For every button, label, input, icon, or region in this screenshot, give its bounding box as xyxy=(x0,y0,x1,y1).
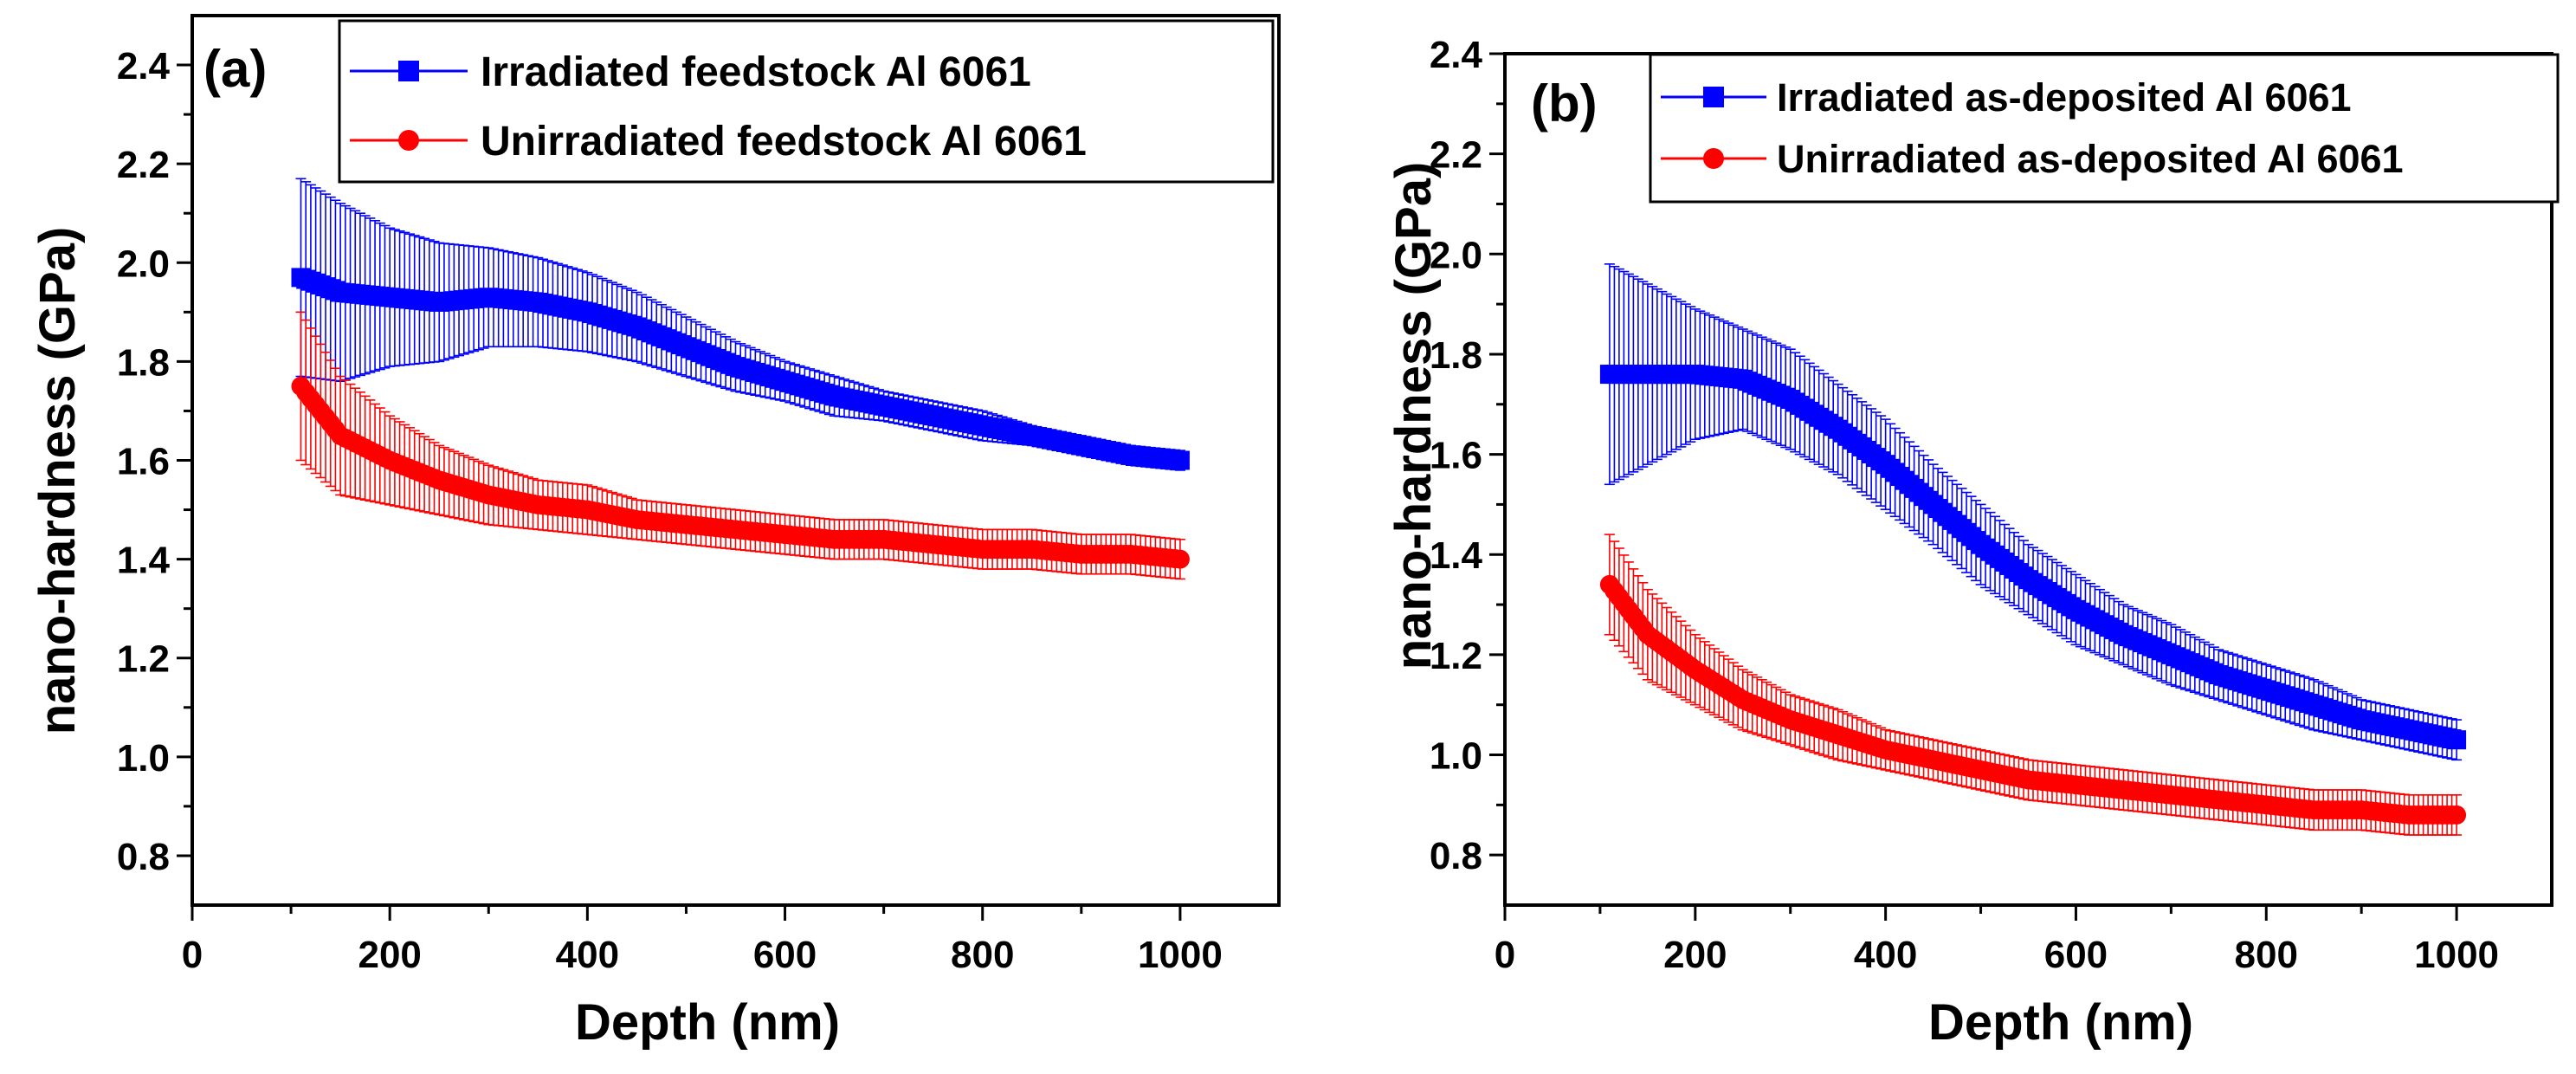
panel-b-x-tick-label: 200 xyxy=(1663,934,1727,976)
panel-a-legend-label-irradiated: Irradiated feedstock Al 6061 xyxy=(481,49,1031,95)
panel-b: 0 200 400 600 800 1000 0.8 1.0 1.2 1.4 1.6 1.8 2.0 2.… xyxy=(1385,34,2560,1051)
panel-a-data-point xyxy=(1170,450,1190,470)
panel-b-y-tick-label: 2.0 xyxy=(1430,234,1482,276)
panel-b-legend-label-irradiated: Irradiated as-deposited Al 6061 xyxy=(1777,75,2352,120)
panel-b-legend-marker-unirradiated xyxy=(1703,148,1724,169)
panel-b-x-tick-label: 600 xyxy=(2044,934,2108,976)
panel-a-y-tick-label: 2.4 xyxy=(117,45,171,87)
panel-b-y-tick-label: 0.8 xyxy=(1430,835,1482,877)
panel-b-legend-box xyxy=(1649,53,2560,204)
panel-a-legend: Irradiated feedstock Al 6061 Unirradiate… xyxy=(338,19,1275,184)
panel-b-x-tick-label: 0 xyxy=(1495,934,1515,976)
panel-a-series-unirradiated xyxy=(291,311,1190,580)
panel-b-x-tick-label: 1000 xyxy=(2414,934,2499,976)
panel-a-legend-box xyxy=(338,19,1275,184)
panel-b-series-unirradiated xyxy=(1599,534,2467,836)
panel-b-data-point xyxy=(2447,805,2467,825)
panel-a-y-tick-label: 1.2 xyxy=(117,638,170,681)
panel-b-legend-label-unirradiated: Unirradiated as-deposited Al 6061 xyxy=(1777,137,2404,181)
panel-a-label: (a) xyxy=(203,40,267,98)
panel-a: 0 200 400 600 800 1000 0.8 1.0 1.2 1.4 1.6 1.8 2.0 2.… xyxy=(29,14,1281,1051)
panel-a-x-axis-title: Depth (nm) xyxy=(575,994,840,1051)
panel-a-x-tick-label: 600 xyxy=(753,934,817,976)
panel-b-y-tick-label: 2.4 xyxy=(1430,34,1483,76)
panel-a-x-tick-label: 1000 xyxy=(1138,934,1223,976)
panel-b-y-tick-label: 1.8 xyxy=(1430,334,1482,377)
panel-a-y-tick-label: 1.0 xyxy=(117,737,170,780)
panel-a-x-tick-label: 400 xyxy=(556,934,619,976)
panel-b-label: (b) xyxy=(1531,74,1598,133)
panel-b-y-tick-label: 1.4 xyxy=(1430,534,1483,577)
panel-b-legend-marker-irradiated xyxy=(1703,87,1724,107)
panel-a-y-tick-label: 1.8 xyxy=(117,341,170,384)
panel-b-x-axis-title: Depth (nm) xyxy=(1928,994,2193,1051)
panel-b-legend: Irradiated as-deposited Al 6061 Unirradi… xyxy=(1649,53,2560,204)
panel-b-series-irradiated xyxy=(1599,263,2467,761)
panel-b-data-point xyxy=(2447,730,2467,750)
panel-a-y-axis-title: nano-hardness (GPa) xyxy=(29,227,86,735)
panel-a-y-tick-label: 1.4 xyxy=(117,540,171,582)
panel-a-y-tick-label: 2.0 xyxy=(117,243,170,285)
panel-b-x-tick-label: 400 xyxy=(1854,934,1917,976)
panel-a-data-point xyxy=(1170,549,1190,569)
panel-b-y-axis-title: nano-hardness (GPa) xyxy=(1385,162,1442,670)
panel-a-x-tick-label: 200 xyxy=(358,934,421,976)
panel-a-y-tick-label: 0.8 xyxy=(117,836,170,878)
panel-b-y-tick-label: 1.6 xyxy=(1430,435,1482,477)
panel-a-x-tick-label: 800 xyxy=(951,934,1014,976)
panel-a-legend-marker-unirradiated xyxy=(398,130,419,151)
panel-a-y-tick-label: 1.6 xyxy=(117,441,170,483)
panel-a-legend-marker-irradiated xyxy=(398,61,419,81)
panel-a-series-irradiated xyxy=(291,178,1190,471)
panel-b-x-tick-label: 800 xyxy=(2235,934,2298,976)
panel-a-y-tick-label: 2.2 xyxy=(117,144,170,186)
panel-b-y-tick-label: 2.2 xyxy=(1430,134,1482,177)
panel-b-y-tick-label: 1.2 xyxy=(1430,635,1482,677)
panel-b-y-tick-label: 1.0 xyxy=(1430,735,1482,778)
panel-a-x-tick-label: 0 xyxy=(182,934,203,976)
panel-a-legend-label-unirradiated: Unirradiated feedstock Al 6061 xyxy=(481,119,1087,165)
